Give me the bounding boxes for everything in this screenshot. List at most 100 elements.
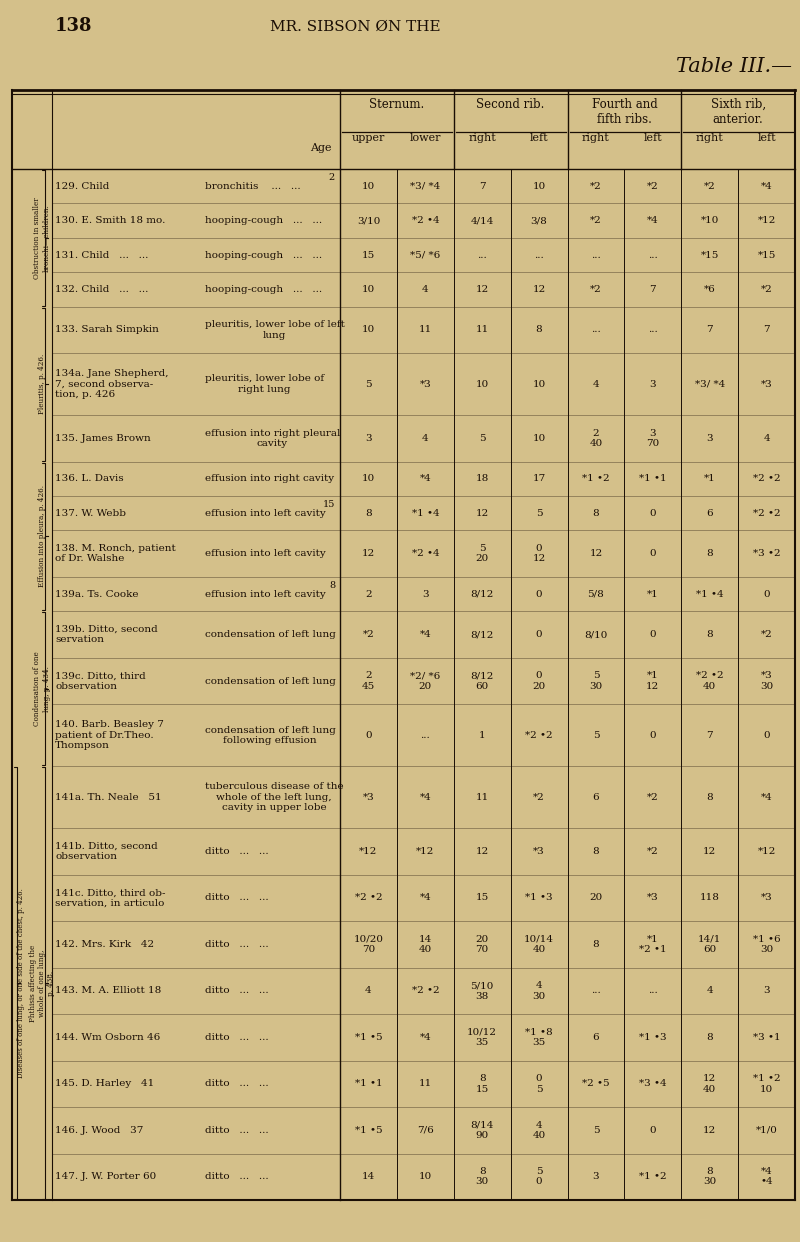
Text: *2: *2 bbox=[647, 181, 658, 191]
Text: *5/ *6: *5/ *6 bbox=[410, 251, 441, 260]
Text: *4: *4 bbox=[419, 474, 431, 483]
Text: 12: 12 bbox=[475, 284, 489, 294]
Text: 15: 15 bbox=[322, 501, 335, 509]
Text: 8
30: 8 30 bbox=[703, 1167, 716, 1186]
Text: 8/10: 8/10 bbox=[584, 630, 608, 640]
Text: Phthisis affecting the
whole of one lung,
p. 438.: Phthisis affecting the whole of one lung… bbox=[29, 944, 55, 1022]
Text: ...: ... bbox=[648, 986, 658, 995]
Text: *1 •6
30: *1 •6 30 bbox=[753, 935, 780, 954]
Text: 8: 8 bbox=[593, 940, 599, 949]
Text: *2 •4: *2 •4 bbox=[411, 216, 439, 225]
Text: *3: *3 bbox=[533, 847, 545, 856]
Text: 0: 0 bbox=[365, 730, 372, 740]
Text: 2: 2 bbox=[329, 173, 335, 183]
Text: 3
70: 3 70 bbox=[646, 428, 659, 448]
Text: 12: 12 bbox=[703, 847, 716, 856]
Text: 3/10: 3/10 bbox=[357, 216, 380, 225]
Text: *1
*2 •1: *1 *2 •1 bbox=[639, 935, 666, 954]
Text: ...: ... bbox=[591, 986, 601, 995]
Text: 137. W. Webb: 137. W. Webb bbox=[55, 509, 126, 518]
Text: 0: 0 bbox=[650, 630, 656, 640]
Text: 0: 0 bbox=[650, 509, 656, 518]
Text: 0: 0 bbox=[650, 1125, 656, 1135]
Text: 8: 8 bbox=[365, 509, 372, 518]
Text: 143. M. A. Elliott 18: 143. M. A. Elliott 18 bbox=[55, 986, 162, 995]
Text: 10: 10 bbox=[533, 380, 546, 389]
Text: 131. Child   ...   ...: 131. Child ... ... bbox=[55, 251, 148, 260]
Text: *2/ *6
20: *2/ *6 20 bbox=[410, 672, 441, 691]
Text: 7: 7 bbox=[650, 284, 656, 294]
Text: 3: 3 bbox=[365, 433, 372, 443]
Text: 11: 11 bbox=[418, 1079, 432, 1088]
Text: 4: 4 bbox=[706, 986, 713, 995]
Text: 8: 8 bbox=[329, 581, 335, 590]
Text: 15: 15 bbox=[362, 251, 375, 260]
Text: 140. Barb. Beasley 7
patient of Dr.Theo.
Thompson: 140. Barb. Beasley 7 patient of Dr.Theo.… bbox=[55, 720, 164, 750]
Text: 8/12: 8/12 bbox=[470, 590, 494, 599]
Text: 0: 0 bbox=[650, 730, 656, 740]
Text: ditto   ...   ...: ditto ... ... bbox=[205, 893, 268, 903]
Text: *1 •5: *1 •5 bbox=[354, 1125, 382, 1135]
Text: lower: lower bbox=[410, 133, 441, 143]
Text: 10: 10 bbox=[362, 181, 375, 191]
Text: 144. Wm Osborn 46: 144. Wm Osborn 46 bbox=[55, 1033, 160, 1042]
Text: Table III.—: Table III.— bbox=[676, 57, 792, 76]
Text: *3/ *4: *3/ *4 bbox=[694, 380, 725, 389]
Text: *1 •4: *1 •4 bbox=[696, 590, 723, 599]
Text: *1 •5: *1 •5 bbox=[354, 1033, 382, 1042]
Text: 8: 8 bbox=[706, 1033, 713, 1042]
Text: *4: *4 bbox=[419, 792, 431, 802]
Text: *10: *10 bbox=[701, 216, 719, 225]
Text: 2
45: 2 45 bbox=[362, 672, 375, 691]
Text: 12: 12 bbox=[475, 509, 489, 518]
Text: *4: *4 bbox=[761, 181, 773, 191]
Text: *4: *4 bbox=[419, 1033, 431, 1042]
Text: *1 •1: *1 •1 bbox=[639, 474, 666, 483]
Text: 7: 7 bbox=[479, 181, 486, 191]
Text: 3/8: 3/8 bbox=[530, 216, 547, 225]
Text: 4: 4 bbox=[763, 433, 770, 443]
Text: 146. J. Wood   37: 146. J. Wood 37 bbox=[55, 1125, 143, 1135]
Text: ...: ... bbox=[591, 325, 601, 334]
Text: 134a. Jane Shepherd,
7, second observa-
tion, p. 426: 134a. Jane Shepherd, 7, second observa- … bbox=[55, 369, 169, 399]
Text: 11: 11 bbox=[475, 792, 489, 802]
Text: 15: 15 bbox=[475, 893, 489, 903]
Text: 0
12: 0 12 bbox=[533, 544, 546, 564]
Text: *1: *1 bbox=[647, 590, 658, 599]
Text: 0: 0 bbox=[763, 730, 770, 740]
Text: right: right bbox=[696, 133, 723, 143]
Text: ditto   ...   ...: ditto ... ... bbox=[205, 1033, 268, 1042]
Text: 132. Child   ...   ...: 132. Child ... ... bbox=[55, 284, 148, 294]
Text: 10: 10 bbox=[362, 325, 375, 334]
Text: hooping-cough   ...   ...: hooping-cough ... ... bbox=[205, 284, 322, 294]
Text: 14: 14 bbox=[362, 1172, 375, 1181]
Text: *3: *3 bbox=[419, 380, 431, 389]
Text: 17: 17 bbox=[533, 474, 546, 483]
Text: 142. Mrs. Kirk   42: 142. Mrs. Kirk 42 bbox=[55, 940, 154, 949]
Text: 5: 5 bbox=[479, 433, 486, 443]
Text: hooping-cough   ...   ...: hooping-cough ... ... bbox=[205, 216, 322, 225]
Text: ...: ... bbox=[591, 251, 601, 260]
Text: 5
30: 5 30 bbox=[590, 672, 602, 691]
Text: 5: 5 bbox=[365, 380, 372, 389]
Text: *4: *4 bbox=[419, 630, 431, 640]
Text: effusion into left cavity: effusion into left cavity bbox=[205, 509, 326, 518]
Text: 138: 138 bbox=[55, 17, 93, 35]
Text: Condensation of one
lung, p. 434.: Condensation of one lung, p. 434. bbox=[34, 651, 50, 727]
Text: *3: *3 bbox=[761, 893, 773, 903]
Text: 11: 11 bbox=[475, 325, 489, 334]
Text: *1 •1: *1 •1 bbox=[354, 1079, 382, 1088]
Text: 8/14
90: 8/14 90 bbox=[470, 1120, 494, 1140]
Text: *3 •4: *3 •4 bbox=[639, 1079, 666, 1088]
Text: 8: 8 bbox=[536, 325, 542, 334]
Text: 3: 3 bbox=[650, 380, 656, 389]
Text: Age: Age bbox=[310, 143, 332, 153]
Text: *12: *12 bbox=[758, 847, 776, 856]
Text: 139b. Ditto, second
servation: 139b. Ditto, second servation bbox=[55, 625, 158, 645]
Text: 6: 6 bbox=[706, 509, 713, 518]
Text: effusion into right cavity: effusion into right cavity bbox=[205, 474, 334, 483]
Text: *1 •2: *1 •2 bbox=[582, 474, 610, 483]
Text: left: left bbox=[530, 133, 548, 143]
Text: 7: 7 bbox=[706, 730, 713, 740]
Text: *2 •2: *2 •2 bbox=[411, 986, 439, 995]
